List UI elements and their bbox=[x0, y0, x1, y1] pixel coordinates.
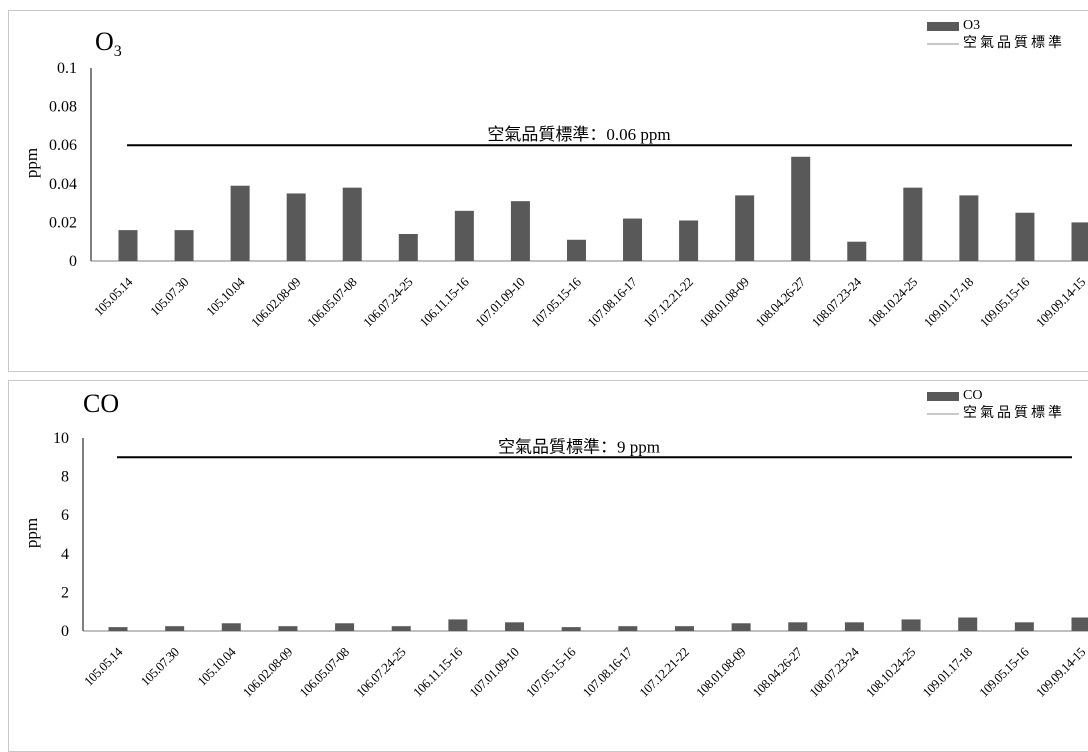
y-tick-label: 0 bbox=[69, 253, 77, 270]
y-tick-label: 0.08 bbox=[49, 99, 77, 116]
bar bbox=[623, 219, 642, 261]
x-tick-label: 105.10.04 bbox=[203, 274, 248, 319]
x-tick-label: 107.12.21-22 bbox=[640, 275, 695, 330]
bar bbox=[448, 619, 467, 631]
bar bbox=[511, 201, 530, 261]
x-tick-label: 106.11.15-16 bbox=[416, 274, 472, 330]
y-tick-label: 0 bbox=[61, 623, 69, 640]
x-tick-label: 106.07.24-25 bbox=[360, 275, 415, 330]
bar bbox=[679, 220, 698, 261]
x-tick-label: 109.01.17-18 bbox=[919, 645, 974, 700]
x-tick-label: 109.05.15-16 bbox=[977, 274, 1033, 330]
bar bbox=[675, 626, 694, 631]
x-tick-label: 107.01.09-10 bbox=[472, 275, 527, 330]
bar bbox=[278, 626, 297, 631]
y-tick-label: 0.06 bbox=[49, 137, 77, 154]
x-tick-label: 108.04.26-27 bbox=[749, 644, 805, 700]
x-tick-label: 106.05.07-08 bbox=[296, 645, 351, 700]
bar bbox=[788, 622, 807, 631]
x-tick-label: 107.05.15-16 bbox=[528, 274, 584, 330]
y-tick-label: 0.02 bbox=[49, 214, 77, 231]
x-tick-label: 108.07.23-24 bbox=[806, 644, 862, 700]
bar bbox=[399, 234, 418, 261]
bar bbox=[343, 188, 362, 261]
bar bbox=[959, 195, 978, 261]
x-tick-label: 106.07.24-25 bbox=[353, 645, 408, 700]
x-tick-label: 108.10.24-25 bbox=[863, 645, 918, 700]
x-tick-label: 107.08.16-17 bbox=[580, 644, 636, 700]
x-tick-label: 108.01.08-09 bbox=[696, 275, 751, 330]
x-tick-label: 107.08.16-17 bbox=[584, 274, 640, 330]
bar bbox=[791, 157, 810, 261]
x-tick-label: 105.07.30 bbox=[138, 645, 182, 689]
y-tick-label: 0.04 bbox=[49, 176, 77, 193]
x-tick-label: 106.02.08-09 bbox=[248, 275, 303, 330]
x-tick-label: 108.07.23-24 bbox=[808, 274, 864, 330]
x-tick-label: 107.12.21-22 bbox=[636, 645, 691, 700]
bar bbox=[392, 626, 411, 631]
bar bbox=[1015, 213, 1034, 261]
bar bbox=[287, 193, 306, 261]
standard-line-label: 空氣品質標準：9 ppm bbox=[498, 437, 660, 456]
bar bbox=[1072, 222, 1088, 261]
bar bbox=[618, 626, 637, 631]
x-tick-label: 108.04.26-27 bbox=[752, 274, 808, 330]
x-tick-label: 109.01.17-18 bbox=[921, 275, 976, 330]
bar bbox=[1015, 622, 1034, 631]
x-tick-label: 109.05.15-16 bbox=[976, 644, 1032, 700]
x-tick-label: 105.05.14 bbox=[81, 644, 126, 689]
bar bbox=[505, 622, 524, 631]
standard-line-label: 空氣品質標準：0.06 ppm bbox=[487, 125, 670, 144]
y-tick-label: 10 bbox=[53, 430, 69, 447]
y-tick-label: 0.1 bbox=[57, 60, 77, 77]
x-tick-label: 106.05.07-08 bbox=[304, 275, 359, 330]
bar bbox=[231, 186, 250, 261]
bar bbox=[455, 211, 474, 261]
y-tick-label: 6 bbox=[61, 507, 69, 524]
bar bbox=[175, 230, 194, 261]
bar bbox=[222, 623, 241, 631]
bar bbox=[165, 626, 184, 631]
x-tick-label: 108.10.24-25 bbox=[865, 275, 920, 330]
y-tick-label: 2 bbox=[61, 584, 69, 601]
x-tick-label: 109.09.14-15 bbox=[1033, 645, 1088, 700]
bar bbox=[1072, 617, 1088, 631]
x-tick-label: 107.01.09-10 bbox=[466, 645, 521, 700]
x-tick-label: 106.11.15-16 bbox=[410, 644, 466, 700]
bar bbox=[902, 619, 921, 631]
x-tick-label: 106.02.08-09 bbox=[240, 645, 295, 700]
bar bbox=[562, 627, 581, 631]
bar bbox=[903, 188, 922, 261]
bar bbox=[732, 623, 751, 631]
bar bbox=[845, 622, 864, 631]
y-tick-label: 4 bbox=[61, 546, 69, 563]
bar bbox=[335, 623, 354, 631]
bar bbox=[119, 230, 138, 261]
y-axis-label: ppm bbox=[22, 518, 41, 548]
bar bbox=[109, 627, 128, 631]
bar bbox=[958, 617, 977, 631]
x-tick-label: 107.05.15-16 bbox=[523, 644, 579, 700]
x-tick-label: 105.07.30 bbox=[147, 275, 191, 319]
bar bbox=[567, 240, 586, 261]
y-axis-label: ppm bbox=[22, 148, 41, 178]
x-tick-label: 108.01.08-09 bbox=[693, 645, 748, 700]
bar bbox=[735, 195, 754, 261]
x-tick-label: 109.09.14-15 bbox=[1033, 275, 1088, 330]
y-tick-label: 8 bbox=[61, 469, 69, 486]
bar bbox=[847, 242, 866, 261]
x-tick-label: 105.10.04 bbox=[194, 644, 239, 689]
x-tick-label: 105.05.14 bbox=[91, 274, 136, 319]
